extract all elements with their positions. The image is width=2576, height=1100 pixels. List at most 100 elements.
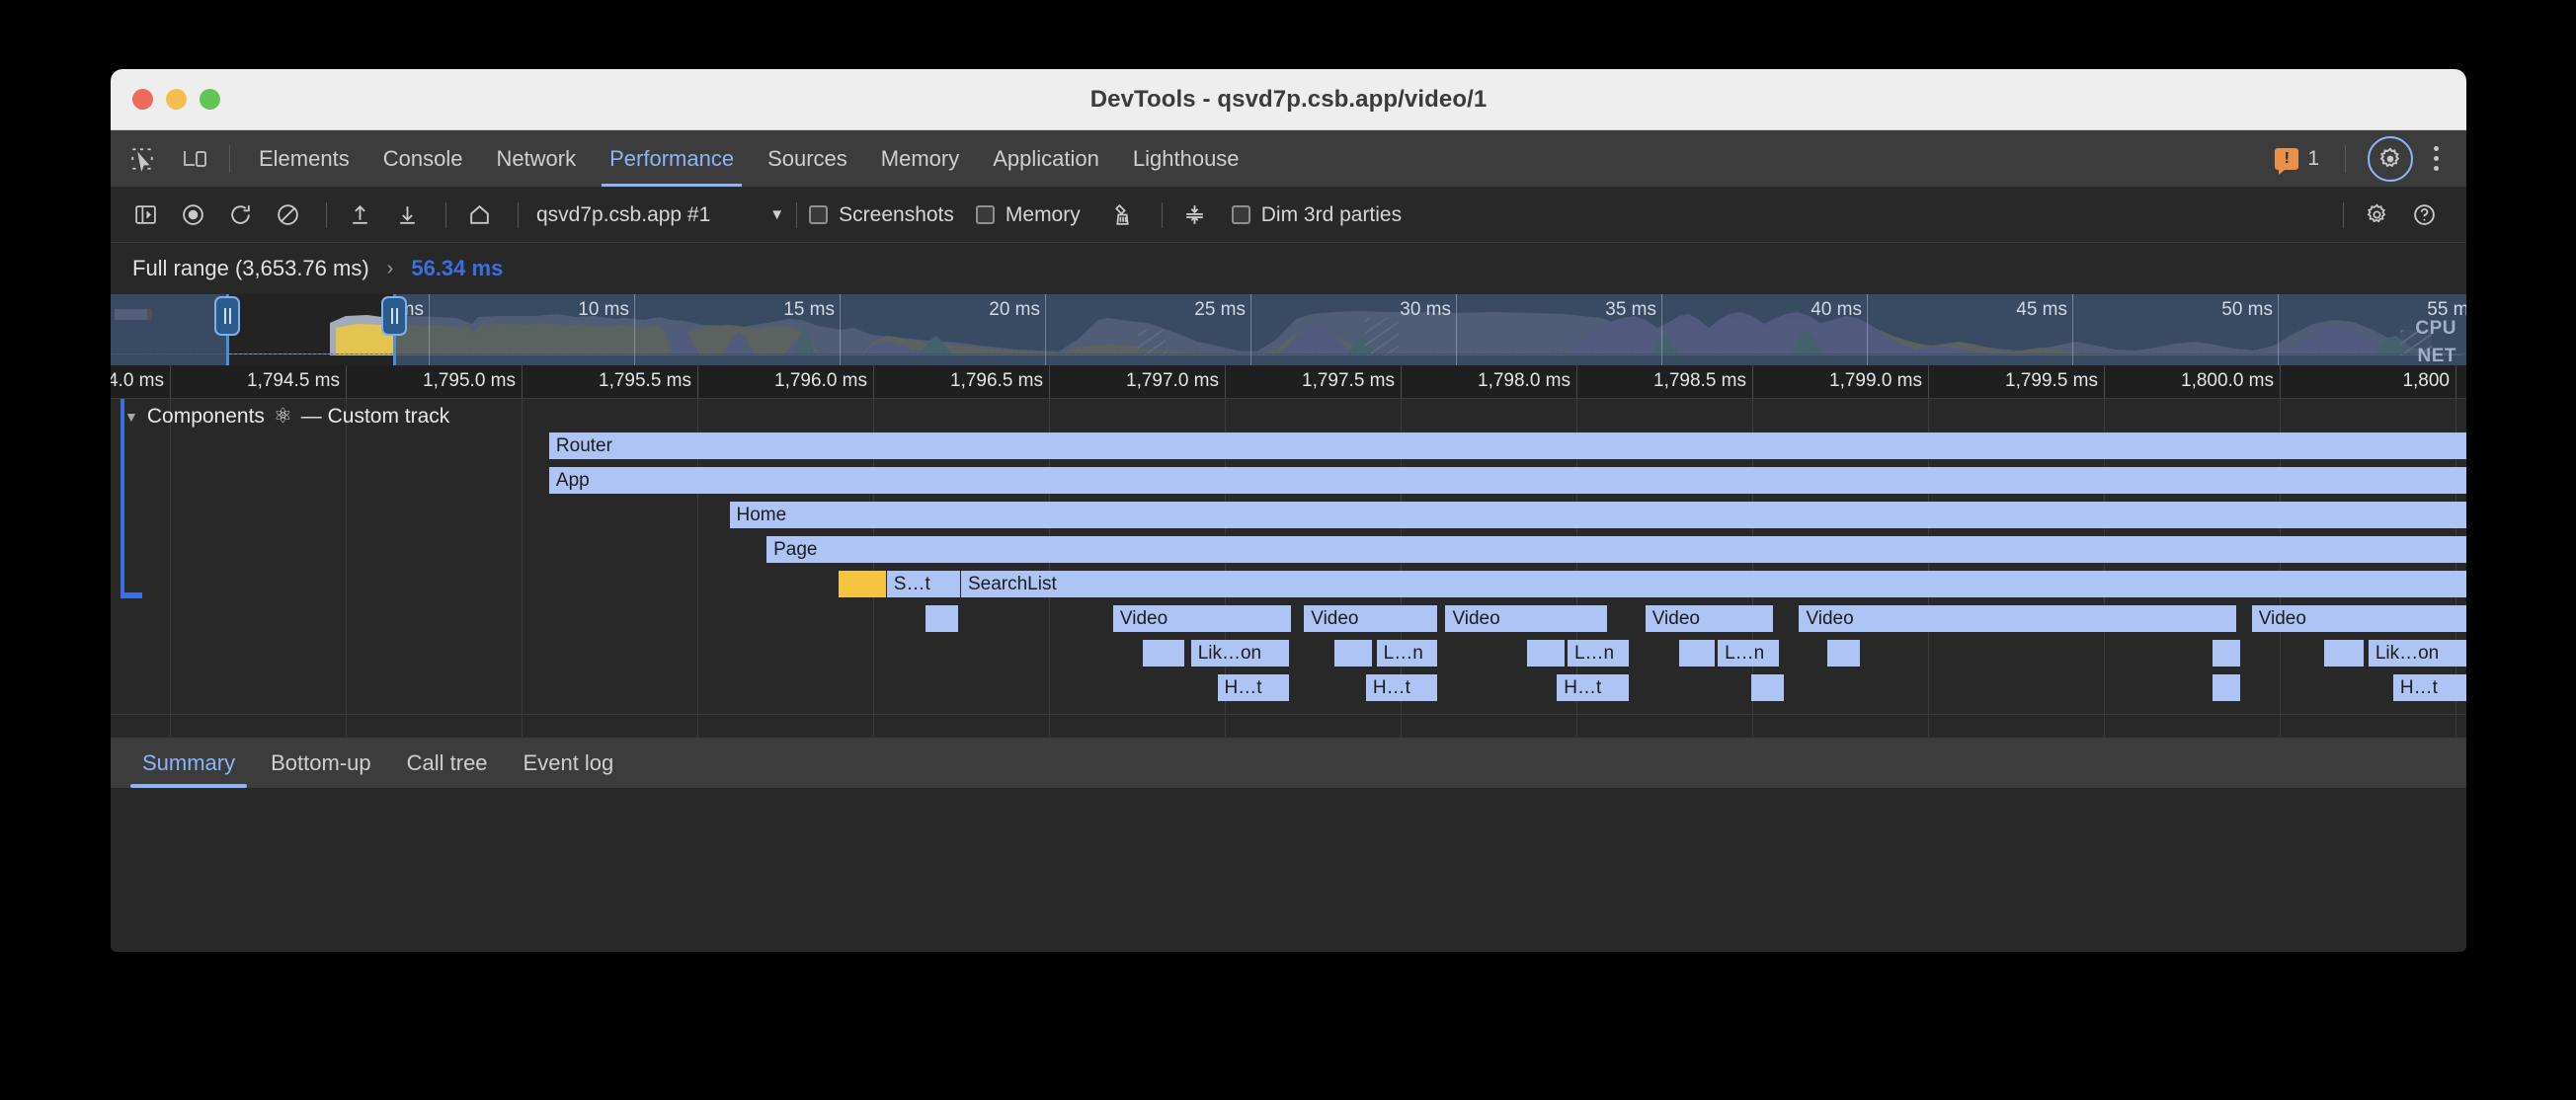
ruler-tick-label: 1,797.0 ms (1126, 370, 1219, 391)
garbage-collect-icon[interactable] (1102, 195, 1144, 236)
flame-bar-unlabeled[interactable] (1751, 674, 1786, 701)
flame-chart[interactable]: ▼ Components ⚛ — Custom track Router App H… (111, 399, 2466, 737)
ruler-tick-label: ,794.0 ms (111, 370, 164, 391)
flame-bar[interactable]: SearchList (960, 571, 2466, 597)
tab-label: Application (993, 145, 1099, 171)
flame-bar-unlabeled[interactable] (1333, 640, 1374, 667)
timeline-ruler[interactable]: ,794.0 ms 1,794.5 ms 1,795.0 ms 1,795.5 ms 1… (111, 365, 2466, 399)
tab-event-log[interactable]: Event log (506, 738, 632, 788)
flame-bar[interactable]: Video (1112, 605, 1292, 632)
flame-bar-unlabeled[interactable] (839, 571, 887, 597)
ruler-tick-label: 1,800 (2402, 370, 2450, 391)
warning-badge[interactable]: ! 1 (2275, 147, 2319, 175)
flame-bar[interactable]: Video (1645, 605, 1775, 632)
flame-bar-unlabeled[interactable] (1678, 640, 1717, 667)
flame-bar[interactable]: Router (548, 432, 2466, 459)
chevron-down-icon[interactable]: ▼ (124, 408, 138, 425)
tab-lighthouse[interactable]: Lighthouse (1116, 130, 1256, 187)
flame-bar[interactable]: Video (1304, 605, 1439, 632)
tab-summary[interactable]: Summary (124, 738, 253, 788)
clear-icon[interactable] (267, 195, 308, 236)
help-icon[interactable] (2403, 195, 2445, 236)
flame-bar[interactable]: L…n (1567, 640, 1630, 667)
home-icon[interactable] (458, 195, 500, 236)
download-profile-icon[interactable] (386, 195, 428, 236)
ruler-tick-label: 1,795.0 ms (423, 370, 516, 391)
inspect-element-icon[interactable] (121, 139, 164, 179)
tab-elements[interactable]: Elements (242, 130, 366, 187)
ruler-tick-label: 1,800.0 ms (2181, 370, 2274, 391)
sidebar-toggle-icon[interactable] (124, 195, 166, 236)
flame-bar[interactable]: L…n (1376, 640, 1439, 667)
upload-profile-icon[interactable] (339, 195, 380, 236)
devtools-tabbar: Elements Console Network Performance Sou… (111, 130, 2466, 188)
flame-bar[interactable]: H…t (1365, 674, 1439, 701)
selection-handle-left[interactable] (214, 296, 240, 336)
maximize-window-button[interactable] (200, 89, 220, 110)
flame-gridline (1928, 399, 1929, 737)
ruler-tick: 1,797.0 ms (1126, 365, 1226, 398)
flame-bar-unlabeled[interactable] (2324, 640, 2366, 667)
tab-sources[interactable]: Sources (751, 130, 864, 187)
collapse-tracks-icon[interactable] (1174, 195, 1216, 236)
more-options-icon[interactable] (2423, 146, 2449, 171)
flame-bar[interactable]: H…t (2392, 674, 2466, 701)
flame-bar[interactable]: Lik…on (1190, 640, 1290, 667)
tab-label: Lighthouse (1132, 145, 1240, 171)
minimize-window-button[interactable] (166, 89, 187, 110)
settings-gear-icon[interactable] (2368, 135, 2413, 182)
flame-bar[interactable]: Lik…on (2368, 640, 2466, 667)
tab-label: Event log (523, 749, 614, 775)
flame-bar-unlabeled[interactable] (1827, 640, 1862, 667)
flame-bar[interactable]: Video (1445, 605, 1609, 632)
flame-gridline (697, 399, 698, 737)
checkbox-label: Screenshots (839, 202, 954, 226)
flame-bar-label: Router (555, 434, 612, 456)
flame-bar[interactable]: H…t (1217, 674, 1290, 701)
tab-performance[interactable]: Performance (593, 130, 751, 187)
flame-bar-label: Video (2258, 607, 2306, 629)
record-icon[interactable] (172, 195, 213, 236)
tab-memory[interactable]: Memory (864, 130, 976, 187)
profile-select-dropdown[interactable]: qsvd7p.csb.app #1 ▼ (536, 203, 784, 227)
selected-range-label[interactable]: 56.34 ms (411, 256, 504, 280)
overview-tick-label: 40 ms (1811, 299, 1862, 320)
flame-bar[interactable]: L…n (1718, 640, 1780, 667)
flame-bar-unlabeled[interactable] (2213, 674, 2241, 701)
flame-bar[interactable]: H…t (1557, 674, 1630, 701)
flame-bar-label: SearchList (967, 573, 1057, 594)
capture-settings-icon[interactable] (2356, 195, 2397, 236)
flame-bar-label: H…t (1564, 676, 1602, 698)
overview-tick: 15 ms (783, 294, 841, 365)
dim-third-parties-checkbox[interactable]: Dim 3rd parties (1231, 203, 1402, 227)
screenshots-checkbox[interactable]: Screenshots (809, 203, 954, 227)
flame-bar[interactable]: Video (2251, 605, 2466, 632)
full-range-label[interactable]: Full range (3,653.76 ms) (132, 256, 369, 280)
track-header[interactable]: ▼ Components ⚛ — Custom track (124, 404, 449, 429)
flame-bar[interactable]: S…t (886, 571, 961, 597)
selection-handle-right[interactable] (381, 296, 407, 336)
device-toolbar-icon[interactable] (174, 139, 217, 179)
tab-call-tree[interactable]: Call tree (389, 738, 506, 788)
flame-bar-label: Video (1651, 607, 1700, 629)
flame-bar-unlabeled[interactable] (1526, 640, 1567, 667)
tab-network[interactable]: Network (479, 130, 593, 187)
flame-bar[interactable]: Home (729, 502, 2466, 528)
flame-bar-unlabeled[interactable] (1143, 640, 1186, 667)
overview-minimap[interactable]: 5 ms 10 ms 15 ms 20 ms 25 ms 30 ms 35 ms 40 ms 4… (111, 294, 2466, 365)
flame-bar-unlabeled[interactable] (2213, 640, 2241, 667)
close-window-button[interactable] (132, 89, 153, 110)
flame-bar[interactable]: Video (1799, 605, 2238, 632)
flame-bar[interactable]: Page (766, 536, 2466, 563)
tab-console[interactable]: Console (366, 130, 480, 187)
flame-bar-unlabeled[interactable] (926, 605, 960, 632)
overview-tick-label: 15 ms (783, 299, 835, 320)
overview-tick: 5 ms (383, 294, 430, 365)
tab-label: Memory (880, 145, 960, 171)
tab-bottom-up[interactable]: Bottom-up (253, 738, 389, 788)
tab-label: Performance (609, 145, 735, 171)
tab-application[interactable]: Application (976, 130, 1116, 187)
reload-record-icon[interactable] (219, 195, 261, 236)
memory-checkbox[interactable]: Memory (975, 203, 1081, 227)
flame-bar[interactable]: App (548, 467, 2466, 494)
